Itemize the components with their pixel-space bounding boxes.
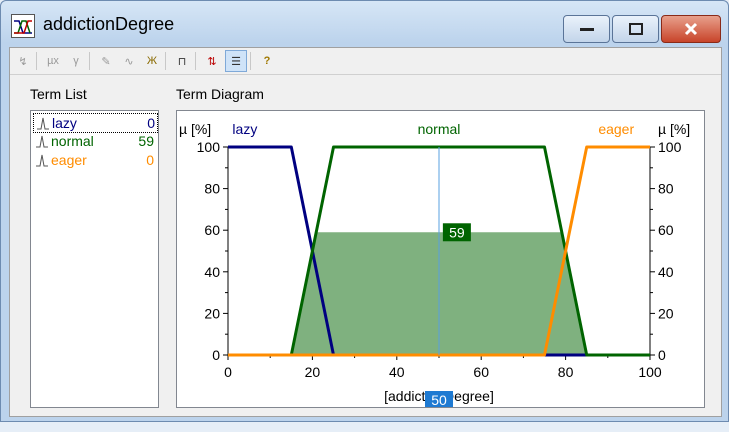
x-tick-label: 100 — [638, 364, 662, 380]
minimize-button[interactable] — [563, 15, 610, 43]
y-tick-label: 20 — [204, 305, 220, 321]
pencil-icon[interactable]: ✎ — [101, 55, 111, 68]
fuzzy-variable-icon — [11, 14, 35, 38]
select-icon[interactable]: ↯ — [18, 55, 28, 68]
toolbar-separator — [165, 52, 166, 70]
y-tick-label: 20 — [658, 305, 674, 321]
term-name: normal — [51, 133, 94, 149]
y-tick-label: 0 — [658, 347, 666, 363]
y-tick-label: 60 — [204, 222, 220, 238]
x-tick-label: 20 — [305, 364, 321, 380]
term-list-label: Term List — [30, 86, 87, 102]
app-window: addictionDegree ↯ µx γ ✎ ∿ Ж ⊓ ⇅ ☰ ? — [0, 0, 729, 422]
y-axis-label-left: µ [%] — [179, 121, 211, 137]
toolbar-separator — [89, 52, 90, 70]
series-label: lazy — [232, 121, 257, 137]
toolbar: ↯ µx γ ✎ ∿ Ж ⊓ ⇅ ☰ ? — [10, 48, 721, 75]
close-icon — [684, 22, 698, 36]
x-tick-label: 0 — [224, 364, 232, 380]
y-axis-label-right: µ [%] — [658, 121, 690, 137]
y-tick-label: 40 — [204, 264, 220, 280]
maximize-button[interactable] — [612, 15, 659, 43]
y-tick-label: 100 — [658, 139, 682, 155]
toolbar-separator — [195, 52, 196, 70]
list-item[interactable]: normal 59 — [33, 132, 156, 150]
x-tick-label: 40 — [389, 364, 405, 380]
gamma-icon[interactable]: γ — [73, 55, 79, 67]
term-name: eager — [51, 152, 87, 168]
membership-icon — [36, 154, 48, 167]
x-tick-label: 80 — [558, 364, 574, 380]
maximize-icon — [628, 23, 643, 35]
y-tick-label: 80 — [658, 181, 674, 197]
series-line-eager — [228, 145, 650, 357]
activation-badge-label: 59 — [449, 224, 465, 240]
minimize-icon — [579, 28, 594, 31]
series-label: normal — [418, 121, 461, 137]
membership-icon — [36, 135, 48, 148]
term-list[interactable]: lazy 0 normal 59 eager 0 — [30, 110, 159, 408]
term-diagram[interactable]: 0 0 20 20 40 40 60 60 80 80 100 100 0 20 40 60 80 100 µ [%… — [176, 110, 705, 409]
list-item[interactable]: eager 0 — [33, 151, 156, 169]
help-icon[interactable]: ? — [263, 55, 271, 67]
cursor-value-label: 50 — [431, 392, 447, 407]
toolbar-separator — [250, 52, 251, 70]
toolbar-separator — [36, 52, 37, 70]
list-view-icon[interactable]: ☰ — [225, 50, 247, 72]
y-tick-label: 60 — [658, 222, 674, 238]
range-icon[interactable]: ⊓ — [177, 55, 187, 68]
series-label: eager — [598, 121, 634, 137]
client-area: ↯ µx γ ✎ ∿ Ж ⊓ ⇅ ☰ ? Term List Term Diag… — [9, 47, 722, 417]
term-value: 0 — [147, 115, 155, 131]
swap-icon[interactable]: ⇅ — [207, 55, 217, 68]
list-item[interactable]: lazy 0 — [33, 113, 158, 133]
term-name: lazy — [52, 115, 77, 131]
y-tick-label: 100 — [197, 139, 221, 155]
cursor-value-box — [425, 391, 453, 409]
x-tick-label: 60 — [473, 364, 489, 380]
mu-x-icon[interactable]: µx — [47, 55, 59, 67]
title-bar[interactable]: addictionDegree — [1, 1, 728, 43]
close-button[interactable] — [661, 15, 721, 43]
y-tick-label: 40 — [658, 264, 674, 280]
cross-terms-icon[interactable]: Ж — [146, 55, 158, 67]
window-title: addictionDegree — [43, 14, 175, 34]
y-tick-label: 80 — [204, 181, 220, 197]
term-diagram-label: Term Diagram — [176, 86, 264, 102]
y-tick-label: 0 — [212, 347, 220, 363]
term-value: 0 — [146, 152, 154, 168]
term-value: 59 — [138, 133, 154, 149]
membership-icon — [37, 117, 49, 130]
activation-badge — [442, 223, 471, 242]
wave-icon[interactable]: ∿ — [124, 55, 134, 68]
